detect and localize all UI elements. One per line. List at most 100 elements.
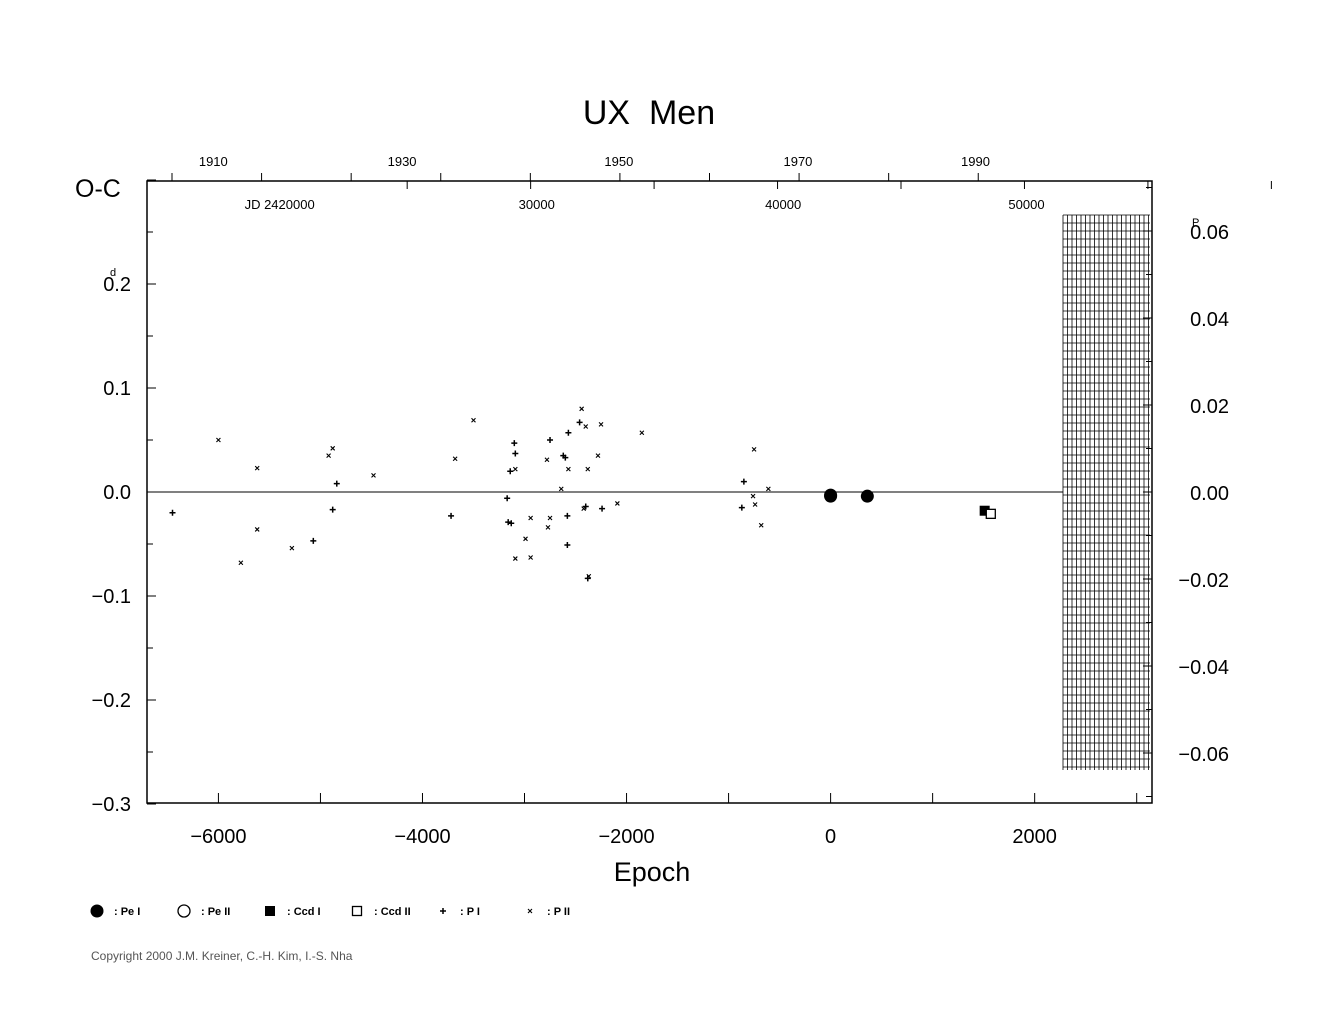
right-tick-label: −0.06 xyxy=(1178,744,1229,766)
jd-label: JD 2420000 xyxy=(245,197,315,212)
data-point-cross xyxy=(758,522,764,528)
data-point-plus xyxy=(329,506,336,513)
data-point-cross xyxy=(528,555,534,560)
data-point-cross xyxy=(581,506,587,512)
legend-symbol-cross xyxy=(527,908,533,914)
data-point-cross xyxy=(752,502,758,507)
right-tick-label: −0.04 xyxy=(1178,657,1229,679)
y-tick-label: −0.2 xyxy=(92,690,131,712)
data-point-cross xyxy=(544,457,550,463)
data-point-cross xyxy=(512,556,518,561)
copyright-text: Copyright 2000 J.M. Kreiner, C.-H. Kim, … xyxy=(91,949,353,963)
y-tick-label: 0.1 xyxy=(103,378,131,400)
data-point-plus xyxy=(504,495,511,502)
right-tick-label: −0.02 xyxy=(1178,570,1229,592)
legend-label: : Ccd I xyxy=(287,906,321,918)
data-point-plus xyxy=(333,480,340,487)
x-tick-label: 0 xyxy=(825,826,836,848)
data-point-cross xyxy=(579,406,585,412)
right-tick-label: 0.02 xyxy=(1190,396,1229,418)
data-point-plus xyxy=(740,478,747,485)
data-point-filled-circle xyxy=(860,489,874,503)
data-point-plus xyxy=(562,454,569,461)
data-point-plus xyxy=(565,429,572,436)
jd-label: 50000 xyxy=(1008,197,1044,212)
x-tick-label: −4000 xyxy=(394,826,450,848)
legend-symbol-filled-square xyxy=(265,906,275,916)
data-point-cross xyxy=(585,466,591,472)
x-tick-labels: −6000 −4000 −2000 0 2000 xyxy=(190,826,1057,848)
jd-label: 40000 xyxy=(765,197,801,212)
year-label: 1970 xyxy=(783,154,812,169)
year-label: 1910 xyxy=(199,154,228,169)
x-tick-label: 2000 xyxy=(1012,826,1057,848)
data-point-plus xyxy=(169,509,176,516)
data-point-cross xyxy=(254,465,260,471)
data-point-cross xyxy=(528,515,534,521)
y-tick-label: −0.1 xyxy=(92,586,131,608)
data-point-cross xyxy=(558,486,564,492)
data-point-cross xyxy=(583,424,589,429)
data-point-cross xyxy=(586,573,592,579)
data-point-cross xyxy=(565,466,571,472)
legend-label: : P II xyxy=(547,906,570,918)
legend: : Pe I : Pe II : Ccd I : Ccd II : P I : P II xyxy=(90,904,570,918)
x-axis-title: Epoch xyxy=(614,857,691,887)
data-point-cross xyxy=(595,453,601,458)
data-point-cross xyxy=(289,545,295,551)
y-tick-labels: 0.2 0.1 0.0 −0.1 −0.2 −0.3 xyxy=(92,274,131,816)
y-unit-right: P xyxy=(1192,217,1199,229)
y-unit-left: d xyxy=(110,267,116,279)
year-label: 1990 xyxy=(961,154,990,169)
right-tick-label: 0.06 xyxy=(1190,222,1229,244)
data-point-cross xyxy=(326,453,332,458)
y-axis-title: O-C xyxy=(75,175,121,203)
jd-label: 30000 xyxy=(519,197,555,212)
right-tick-labels: 0.06 0.04 0.02 0.00 −0.02 −0.04 −0.06 xyxy=(1178,222,1229,766)
data-point-cross xyxy=(330,445,336,451)
data-point-plus xyxy=(576,419,583,426)
legend-symbol-open-circle xyxy=(177,904,191,918)
data-point-cross xyxy=(639,430,645,436)
data-point-plus xyxy=(738,504,745,511)
data-point-plus xyxy=(448,512,455,519)
data-point-cross xyxy=(471,417,476,423)
data-point-plus xyxy=(511,440,518,447)
year-label: 1930 xyxy=(388,154,417,169)
y-tick-label: 0.2 xyxy=(103,274,131,296)
right-tick-label: 0.04 xyxy=(1190,309,1229,331)
right-tick-label: 0.00 xyxy=(1190,483,1229,505)
legend-label: : Pe I xyxy=(114,906,140,918)
period-grid-box xyxy=(1062,214,1150,770)
axis-ticks xyxy=(147,173,1272,805)
data-point-plus xyxy=(599,505,606,512)
data-point-cross xyxy=(254,527,260,532)
data-point-plus xyxy=(564,542,571,549)
data-point-cross xyxy=(598,422,604,427)
data-point-plus xyxy=(505,519,512,526)
data-point-cross xyxy=(614,501,620,506)
legend-label: : Pe II xyxy=(201,906,230,918)
y-tick-label: −0.3 xyxy=(92,794,131,816)
data-point-plus xyxy=(547,437,554,443)
legend-label: : Ccd II xyxy=(374,906,411,918)
chart-title: UX Men xyxy=(583,94,715,132)
data-point-filled-square xyxy=(979,505,990,516)
legend-symbol-open-square xyxy=(351,905,363,917)
data-point-filled-circle xyxy=(824,488,838,502)
data-point-cross xyxy=(452,456,458,462)
data-point-plus xyxy=(564,512,571,519)
y-tick-label: 0.0 xyxy=(103,482,131,504)
legend-label: : P I xyxy=(460,906,480,918)
x-tick-label: −6000 xyxy=(190,826,246,848)
data-point-plus xyxy=(507,468,514,475)
data-point-plus xyxy=(584,575,591,582)
data-point-plus xyxy=(508,520,515,527)
data-point-cross xyxy=(371,472,376,478)
data-point-plus xyxy=(310,537,317,544)
data-points xyxy=(169,406,996,582)
data-point-cross xyxy=(547,515,553,521)
legend-symbol-plus xyxy=(440,908,446,914)
data-point-cross xyxy=(238,560,244,566)
